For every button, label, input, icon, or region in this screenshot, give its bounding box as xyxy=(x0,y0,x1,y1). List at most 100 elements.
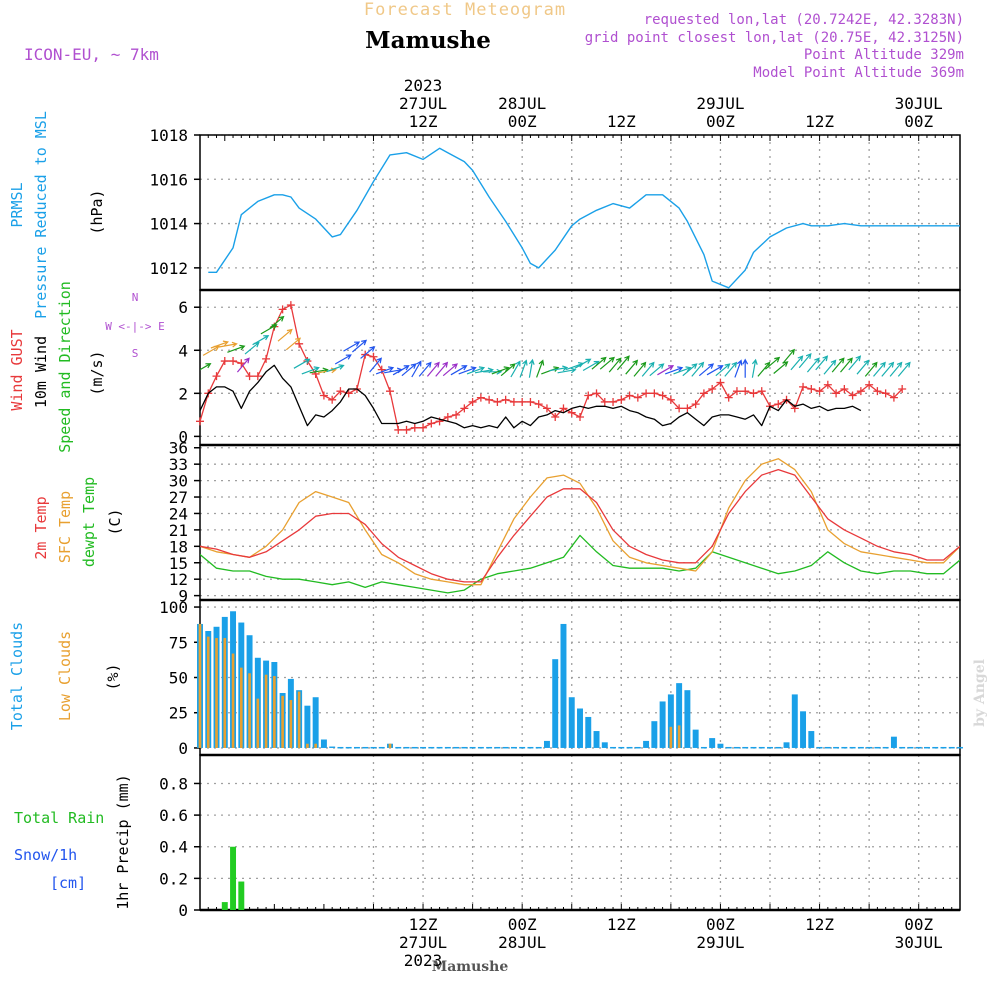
wind-gust-label: Wind GUST xyxy=(8,329,26,410)
wind-direction-arrow xyxy=(790,355,804,371)
total-cloud-bar xyxy=(370,746,377,749)
total-rain-label: Total Rain xyxy=(14,809,104,827)
wind-gust-marker xyxy=(873,387,882,396)
total-cloud-bar xyxy=(337,746,344,749)
temp-tick-label: 15 xyxy=(169,554,188,573)
top-time-label: 27JUL xyxy=(399,94,447,113)
wind-direction-arrow xyxy=(608,357,622,373)
footer-location: Mamushe xyxy=(432,959,509,975)
pressure-panel-frame xyxy=(199,134,961,291)
wind-direction-arrow xyxy=(293,358,311,369)
total-cloud-bar xyxy=(502,746,509,749)
wind-direction-arrow xyxy=(873,361,886,377)
wind-gust-marker xyxy=(501,395,510,404)
wind-direction-arrow xyxy=(751,358,758,378)
precip-units: 1hr Precip (mm) xyxy=(114,774,132,909)
top-time-label: 00Z xyxy=(904,112,933,131)
wind-direction-arrow xyxy=(301,366,320,375)
wind-direction-arrow xyxy=(657,365,675,376)
wind-direction-arrow xyxy=(244,341,260,355)
wind-gust-marker xyxy=(774,400,783,409)
top-time-label: 2023 xyxy=(404,76,443,95)
wind-direction-arrow xyxy=(200,363,212,371)
compass-north: N xyxy=(132,291,139,304)
wind-tick-label: 0 xyxy=(178,427,188,446)
bottom-time-label: 27JUL xyxy=(399,933,447,952)
clouds-tick-label: 0 xyxy=(178,739,188,758)
wind-gust-marker xyxy=(319,391,328,400)
wind-direction-arrow xyxy=(210,340,229,349)
total-clouds-label: Total Clouds xyxy=(8,622,26,730)
wind-direction-arrow xyxy=(591,356,607,370)
wind-direction-arrow xyxy=(673,366,692,375)
wind-direction-arrow xyxy=(450,365,468,376)
snow-units: [cm] xyxy=(50,874,86,892)
wind-direction-arrow xyxy=(742,358,749,378)
wind-tick-label: 2 xyxy=(178,384,188,403)
low-cloud-bar xyxy=(231,653,235,748)
total-cloud-bar xyxy=(841,746,848,749)
wind-gust-marker xyxy=(650,389,659,398)
wind-direction-arrow xyxy=(864,361,878,377)
wind-gust-marker xyxy=(229,357,238,366)
wind-direction-arrow xyxy=(616,355,630,371)
wind-direction-arrow xyxy=(856,359,870,375)
wind-direction-arrow xyxy=(625,359,639,375)
total-cloud-bar xyxy=(403,746,410,749)
total-cloud-bar xyxy=(692,729,699,748)
wind-direction-arrow xyxy=(682,363,698,377)
wind-gust-marker xyxy=(278,305,287,314)
wind-direction-arrow xyxy=(401,363,417,377)
point-altitude: Point Altitude 329m xyxy=(804,47,964,63)
clouds-tick-label: 75 xyxy=(169,633,188,652)
wind-gust-marker xyxy=(410,423,419,432)
total-cloud-bar xyxy=(733,746,740,749)
total-cloud-bar xyxy=(849,746,856,749)
wind-gust-marker xyxy=(386,387,394,396)
precip-tick-label: 0.6 xyxy=(159,806,188,825)
wind-direction-arrow xyxy=(565,362,585,371)
precip-bar xyxy=(230,846,237,910)
total-cloud-bar xyxy=(684,690,691,748)
temp-tick-label: 12 xyxy=(169,570,188,589)
compass-west-east: W <-|-> E xyxy=(105,320,165,333)
temp-panel-frame xyxy=(199,444,961,601)
wind-direction-label: Speed and Direction xyxy=(56,281,74,453)
wind-direction-arrow xyxy=(519,359,528,378)
total-cloud-bar xyxy=(304,705,311,748)
bottom-time-label: 2023 xyxy=(404,951,443,970)
total-cloud-bar xyxy=(543,740,550,748)
wind-direction-arrow xyxy=(369,357,383,373)
total-cloud-bar xyxy=(882,746,889,749)
wind-gust-marker xyxy=(675,404,684,413)
credit-watermark: by Angel xyxy=(972,659,988,727)
wind-direction-arrow xyxy=(510,360,521,378)
precip-bar xyxy=(221,902,228,910)
low-cloud-bar xyxy=(281,695,284,748)
total-cloud-bar xyxy=(890,736,897,748)
wind-gust-marker xyxy=(584,391,593,400)
wind-gust-marker xyxy=(534,400,543,409)
model-name: ICON-EU, ~ 7km xyxy=(24,45,159,64)
compass-south: S xyxy=(132,347,139,360)
total-cloud-bar xyxy=(353,746,360,749)
wind-direction-arrow xyxy=(706,365,724,376)
pressure-tick-label: 1018 xyxy=(149,126,188,145)
wind-gust-marker xyxy=(832,389,841,398)
wind-gust-marker xyxy=(840,385,849,394)
top-time-label: 12Z xyxy=(409,112,438,131)
pressure-label-long: Pressure Reduced to MSL xyxy=(32,111,50,319)
top-time-label: 00Z xyxy=(706,112,735,131)
wind-gust-marker xyxy=(600,397,609,406)
wind-direction-arrow xyxy=(806,357,820,373)
temp-tick-label: 36 xyxy=(169,439,188,458)
total-cloud-bar xyxy=(577,708,583,748)
wind-gust-marker xyxy=(683,404,692,413)
wind-10m-line xyxy=(200,364,862,429)
wind-gust-marker xyxy=(716,378,725,387)
wind-gust-marker xyxy=(253,372,262,381)
bottom-time-label: 28JUL xyxy=(498,933,546,952)
low-cloud-bar xyxy=(239,667,243,748)
pressure-units: (hPa) xyxy=(88,189,106,234)
wind-gust-marker xyxy=(642,389,651,398)
